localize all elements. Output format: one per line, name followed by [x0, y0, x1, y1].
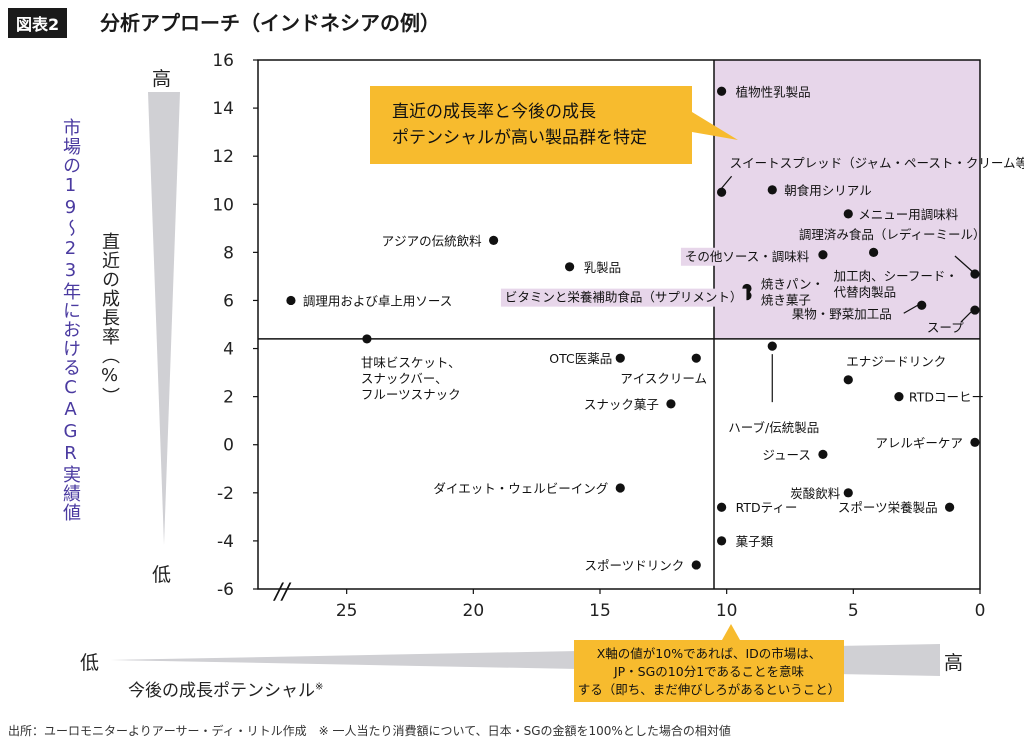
y-tick-label: 0	[223, 436, 234, 456]
data-point	[615, 353, 625, 363]
leader-line	[903, 304, 919, 314]
axis-break-mark: //	[273, 580, 292, 605]
point-label: 調理用および卓上用ソース	[303, 293, 452, 308]
x-tick-label: 0	[975, 601, 986, 621]
data-point	[615, 483, 625, 493]
highlight-quadrant	[714, 60, 980, 339]
data-point	[565, 262, 575, 272]
point-label: RTDコーヒー	[909, 390, 984, 405]
point-label: その他ソース・調味料	[685, 249, 810, 264]
leader-line	[960, 311, 972, 323]
point-label: ダイエット・ウェルビーイング	[433, 481, 608, 496]
data-point	[286, 295, 296, 306]
point-label: RTDティー	[736, 500, 798, 515]
point-label: アジアの伝統飲料	[382, 233, 483, 248]
point-label: 朝食用シリアル	[784, 183, 872, 198]
y-tick-label: -4	[217, 532, 234, 552]
leader-line	[721, 175, 733, 189]
callout-box-bottom	[574, 624, 844, 702]
data-point	[362, 334, 372, 344]
y-tick-label: 12	[212, 147, 234, 167]
y-tick-label: 14	[212, 99, 234, 119]
footer-source: 出所：ユーロモニターよりアーサー・ディ・リトル作成 ※ 一人当たり消費額について…	[8, 724, 731, 738]
y-axis-outer-label: 市場の19〜23年におけるCAGR実績値	[60, 118, 81, 522]
data-point	[489, 235, 499, 245]
data-point	[945, 502, 955, 512]
data-point	[767, 341, 777, 351]
data-point	[970, 305, 980, 315]
point-label: 甘味ビスケット、スナックバー、フルーツスナック	[361, 355, 461, 402]
data-point	[717, 502, 727, 512]
y-low-label: 低	[152, 564, 172, 586]
x-tick-label: 15	[589, 601, 611, 621]
callout-box-top	[370, 86, 738, 164]
point-label: 植物性乳製品	[736, 84, 811, 99]
data-point	[843, 375, 853, 385]
point-label: 炭酸飲料	[790, 486, 841, 501]
data-point	[691, 353, 701, 363]
point-label: ハーブ/伝統製品	[728, 420, 819, 435]
data-point	[767, 185, 777, 195]
y-tick-label: 8	[223, 243, 234, 263]
point-label: スープ	[927, 320, 964, 335]
data-point	[843, 209, 853, 219]
x-tick-label: 5	[848, 601, 859, 621]
point-label: スポーツ栄養製品	[838, 500, 938, 515]
point-label: ビタミンと栄養補助食品（サプリメント）	[505, 290, 743, 305]
label-background	[680, 247, 814, 266]
plot-frame	[257, 59, 981, 590]
point-label: 果物・野菜加工品	[792, 306, 892, 321]
y-tick-label: 16	[212, 51, 234, 71]
data-point	[717, 536, 727, 546]
point-label: アレルギーケア	[875, 435, 963, 450]
y-tick-label: 10	[212, 195, 234, 215]
point-label: アイスクリーム	[620, 371, 707, 386]
data-point	[869, 247, 879, 257]
point-label: メニュー用調味料	[858, 207, 959, 222]
point-label: エナジードリンク	[846, 354, 946, 369]
data-point	[717, 187, 727, 197]
figure-label: 図表2	[8, 8, 68, 38]
callout-text-bottom: X軸の値が10%であれば、IDの市場は、 JP・SGの10分1であることを意味する…	[578, 646, 841, 697]
point-label: 調理済み食品（レディーミール）	[799, 227, 986, 242]
label-background	[500, 288, 747, 307]
data-point	[894, 392, 904, 402]
data-point	[691, 560, 701, 570]
x-tick-label: 20	[463, 601, 485, 621]
leader-line	[954, 255, 974, 273]
x-high-label: 高	[944, 652, 964, 674]
callout-text-top: 直近の成長率と今後の成長ポテンシャルが高い製品群を特定	[392, 102, 647, 148]
data-point	[666, 399, 676, 409]
x-axis-label: 今後の成長ポテンシャル※	[128, 681, 324, 701]
data-point	[970, 437, 980, 447]
data-point	[717, 86, 727, 96]
point-label: ジュース	[762, 447, 811, 462]
figure-title: 分析アプローチ（インドネシアの例）	[100, 11, 440, 35]
y-tick-label: -2	[217, 484, 234, 504]
data-point	[818, 250, 828, 260]
point-label: OTC医薬品	[549, 351, 612, 366]
point-label: 焼きパン・焼き菓子	[761, 276, 824, 307]
y-tick-label: -6	[217, 580, 234, 600]
y-gradient-wedge	[148, 92, 180, 545]
x-low-label: 低	[80, 652, 100, 674]
y-tick-label: 4	[223, 340, 234, 360]
point-label: スイートスプレッド（ジャム・ペースト・クリーム等）	[730, 155, 1024, 170]
point-label: 菓子類	[736, 534, 774, 549]
point-label: 乳製品	[584, 260, 622, 275]
y-high-label: 高	[152, 68, 172, 90]
point-label: スナック菓子	[584, 397, 659, 412]
data-point	[818, 449, 828, 459]
y-tick-label: 2	[223, 388, 234, 408]
y-axis-label: 直近の成長率（%）	[99, 232, 120, 406]
point-label: 加工肉、シーフード・代替肉製品	[834, 268, 958, 299]
data-point	[917, 300, 927, 310]
data-point	[843, 488, 853, 498]
y-tick-label: 6	[223, 291, 234, 311]
point-label: スポーツドリンク	[585, 558, 685, 573]
x-tick-label: 25	[336, 601, 358, 621]
x-tick-label: 10	[716, 601, 738, 621]
